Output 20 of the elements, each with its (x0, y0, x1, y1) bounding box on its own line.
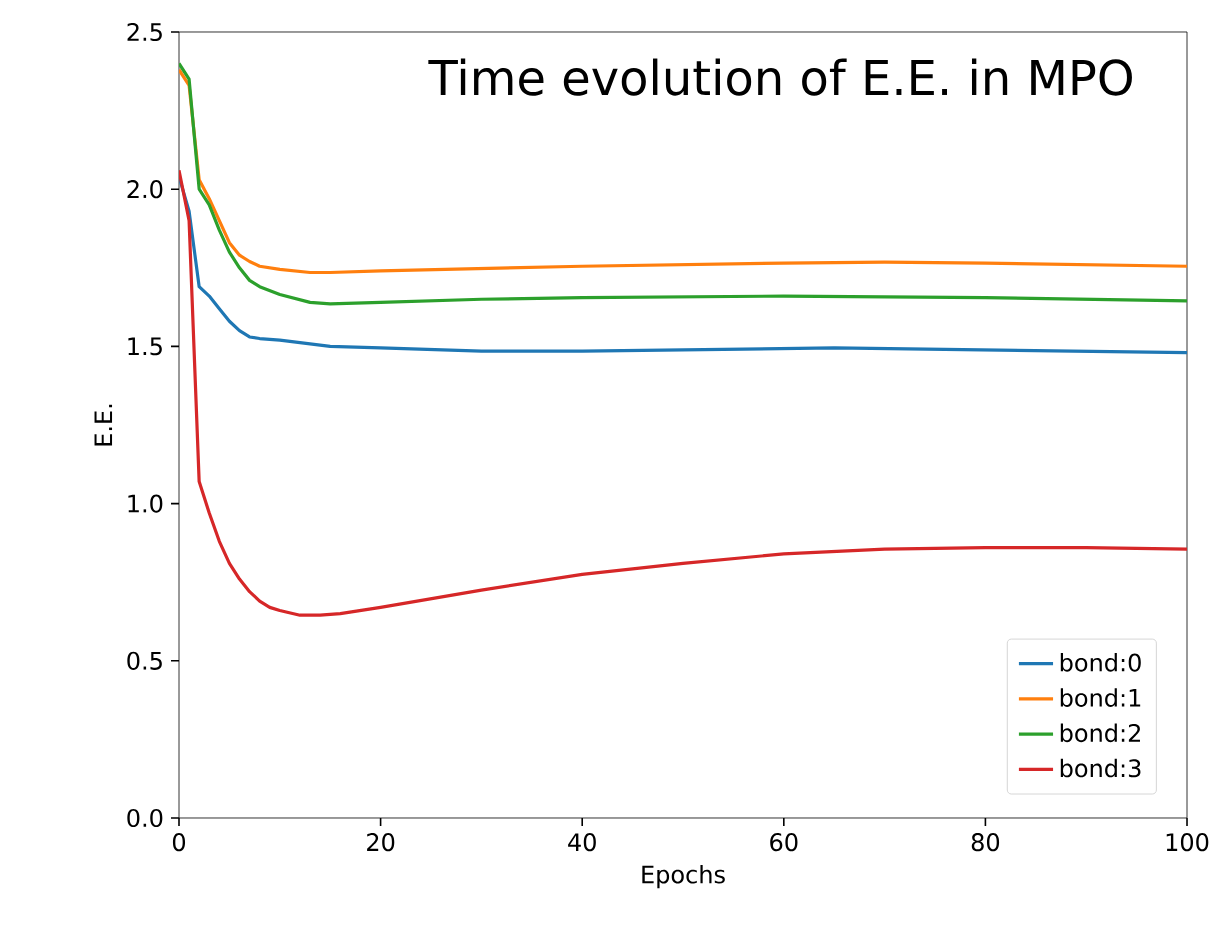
legend-label: bond:1 (1060, 688, 1141, 707)
y-tick-label: 1.0 (128, 494, 163, 513)
x-tick-label: 40 (568, 833, 596, 852)
legend-label: bond:0 (1060, 653, 1141, 672)
x-tick-label: 60 (770, 833, 798, 852)
legend-label: bond:3 (1060, 758, 1141, 778)
y-tick-label: 0.5 (127, 651, 162, 670)
x-axis-title: Epochs (642, 864, 725, 889)
line-series (179, 168, 1188, 617)
y-tick-label: 0.0 (127, 808, 163, 828)
x-tick-label: 20 (367, 833, 395, 852)
x-tick-label: 0 (172, 833, 186, 852)
x-tick-label: 100 (1166, 833, 1209, 852)
y-axis-title: E.E. (94, 404, 113, 446)
x-tick-label: 80 (971, 833, 1000, 852)
y-tick-label: 2.0 (127, 180, 163, 199)
y-tick-label: 1.5 (128, 337, 162, 356)
chart-title: Time evolution of E.E. in MPO (428, 58, 1132, 96)
legend-label: bond:2 (1060, 723, 1140, 743)
y-tick-label: 2.5 (127, 22, 162, 42)
